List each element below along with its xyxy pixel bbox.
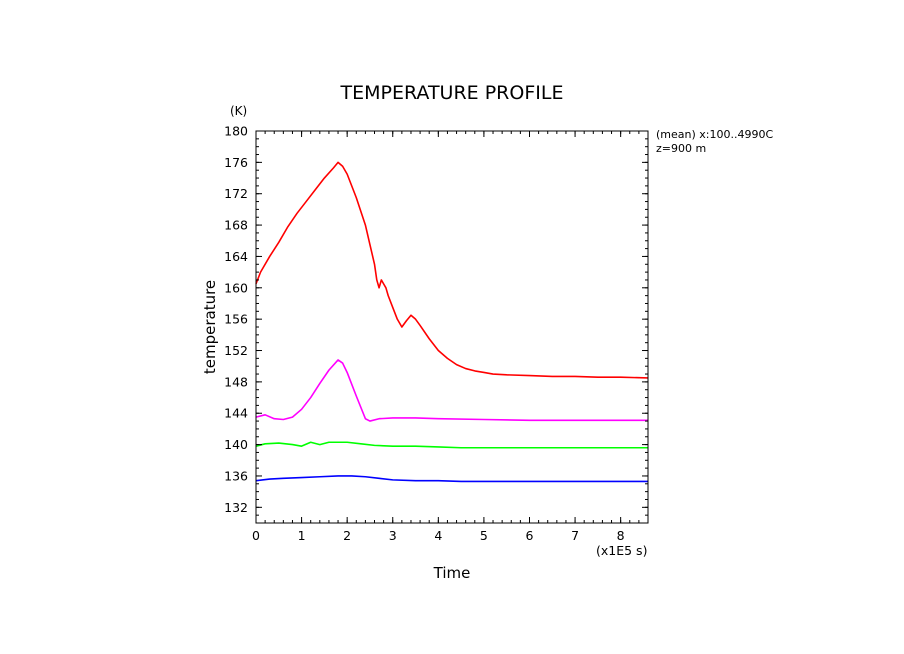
x-unit-label: (x1E5 s)	[596, 543, 647, 558]
y-tick-label: 160	[224, 280, 248, 295]
x-tick-label: 7	[571, 528, 579, 543]
y-tick-label: 156	[224, 312, 248, 327]
y-tick-label: 180	[224, 124, 248, 139]
x-tick-label: 2	[343, 528, 351, 543]
y-tick-label: 168	[224, 218, 248, 233]
y-tick-label: 144	[224, 406, 248, 421]
series-line-green	[255, 441, 648, 449]
y-tick-label: 136	[224, 468, 248, 483]
x-tick-label: 3	[389, 528, 397, 543]
x-axis-title: Time	[433, 564, 471, 582]
x-tick-label: 0	[252, 528, 260, 543]
y-tick-label: 148	[224, 374, 248, 389]
annotation-line-1: (mean) x:100..4990C	[656, 128, 773, 141]
y-tick-label: 164	[224, 249, 248, 264]
x-tick-label: 1	[298, 528, 306, 543]
y-axis-title: temperature	[201, 280, 219, 374]
plot-frame	[255, 130, 649, 524]
y-tick-label: 132	[224, 500, 248, 515]
chart-title: TEMPERATURE PROFILE	[340, 82, 564, 104]
series-line-red	[255, 161, 649, 379]
y-tick-label: 140	[224, 437, 248, 452]
y-unit-label: (K)	[230, 104, 247, 118]
series-line-magenta	[255, 359, 648, 422]
x-tick-label: 4	[434, 528, 442, 543]
series-layer	[255, 161, 649, 483]
series-line-blue	[255, 475, 648, 483]
y-tick-label: 172	[224, 186, 248, 201]
annotation-line-2: z=900 m	[656, 142, 706, 155]
y-tick-label: 152	[224, 343, 248, 358]
x-tick-label: 5	[480, 528, 488, 543]
y-tick-label: 176	[224, 155, 248, 170]
x-tick-label: 8	[617, 528, 625, 543]
x-tick-label: 6	[526, 528, 534, 543]
